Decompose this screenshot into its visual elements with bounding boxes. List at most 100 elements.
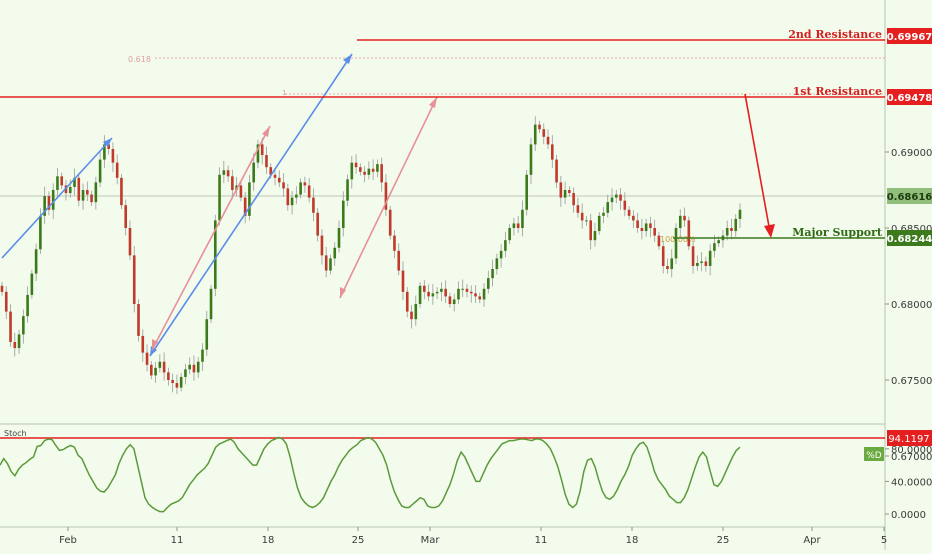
candle-body <box>34 249 38 274</box>
fib-0618-label: 0.618 <box>128 55 151 64</box>
stoch-value-label: 94.1197 <box>888 434 929 445</box>
candle-body <box>56 176 59 190</box>
candle-body <box>188 364 191 370</box>
candle-body <box>239 185 243 198</box>
candle-body <box>218 174 221 221</box>
candle-body <box>657 235 661 247</box>
candle-body <box>196 361 200 373</box>
candle-body <box>542 129 546 137</box>
candle-body <box>393 235 396 251</box>
candle-body <box>269 167 273 175</box>
candle-body <box>529 144 533 175</box>
candle-body <box>525 174 529 210</box>
arrow-head-icon <box>150 346 157 356</box>
candle-body <box>320 235 324 256</box>
candle-body <box>478 296 482 300</box>
candle-body <box>312 197 315 213</box>
candle-body <box>640 228 644 232</box>
time-tick-label: 25 <box>717 535 730 546</box>
candle-body <box>4 291 8 312</box>
candle-body <box>30 273 34 295</box>
time-tick-label: 11 <box>171 535 184 546</box>
candle-body <box>107 144 110 149</box>
candle-body <box>209 288 213 320</box>
candle-body <box>563 190 567 198</box>
candle-body <box>568 190 571 194</box>
first-resistance-label: 1st Resistance <box>793 85 882 98</box>
candle-body <box>448 296 452 304</box>
candle-body <box>290 197 294 206</box>
candle-body <box>469 291 473 294</box>
candle-body <box>593 231 597 241</box>
fib-100-label: 100.00% <box>660 235 696 244</box>
candle-body <box>329 258 332 271</box>
candle-body <box>734 218 738 232</box>
arrow-head-icon <box>103 138 112 147</box>
candle-body <box>307 185 311 198</box>
candle-body <box>167 372 170 380</box>
candle-body <box>704 261 708 266</box>
arrow-head-icon <box>343 54 352 64</box>
candle-body <box>60 176 64 186</box>
candle-body <box>273 174 277 178</box>
price-label-box <box>887 28 932 44</box>
candle-body <box>452 299 456 304</box>
pink-trend-arrows <box>151 96 438 351</box>
candle-body <box>260 144 264 156</box>
candle-body <box>367 168 371 175</box>
candle-body <box>154 367 157 376</box>
candle-body <box>231 176 234 190</box>
candle-body <box>141 335 145 353</box>
blue-arrow-line <box>1 137 113 259</box>
candle-body <box>286 188 290 206</box>
candle-body <box>636 220 639 228</box>
candle-body <box>678 215 682 228</box>
price-label-value: 0.68616 <box>887 192 932 203</box>
candle-body <box>86 190 89 195</box>
candle-body <box>465 288 469 292</box>
candle-body <box>213 220 217 289</box>
candle-body <box>418 285 422 304</box>
candle-body <box>610 197 614 203</box>
candle-body <box>243 197 247 216</box>
stoch-d-line <box>0 436 741 513</box>
candle-body <box>120 177 123 206</box>
candle-body <box>405 291 409 312</box>
candle-body <box>730 228 733 232</box>
candle-body <box>644 223 648 232</box>
candle-body <box>359 167 362 172</box>
candle-body <box>384 182 388 210</box>
candle-body <box>696 262 699 266</box>
candle-body <box>623 200 627 210</box>
candle-body <box>713 243 716 251</box>
time-tick-label: 18 <box>626 535 639 546</box>
candle-body <box>13 342 17 349</box>
candle-body <box>504 240 507 251</box>
arrow-head-icon <box>340 287 346 298</box>
pink-arrow-line <box>151 125 271 351</box>
candle-body <box>687 220 691 247</box>
stoch-title: Stoch <box>4 429 27 438</box>
stoch-value-box <box>887 430 932 446</box>
candle-body <box>81 190 85 201</box>
candle-body <box>94 182 98 203</box>
time-tick-label: 5 <box>881 535 887 546</box>
candle-body <box>546 136 550 145</box>
candle-body <box>22 316 25 335</box>
blue-arrow-line <box>149 53 353 357</box>
candle-body <box>602 212 605 216</box>
candle-body <box>90 194 93 203</box>
candle-body <box>725 228 729 236</box>
candle-body <box>277 177 281 183</box>
candle-body <box>572 193 575 206</box>
candle-body <box>179 376 183 388</box>
candle-body <box>499 250 503 259</box>
candle-body <box>73 177 76 187</box>
price-tick-label: 0.67000 <box>891 452 932 463</box>
price-tick-label: 0.69000 <box>891 148 932 159</box>
price-label-value: 0.69967 <box>887 32 932 43</box>
time-tick-label: Mar <box>421 535 441 546</box>
candle-body <box>103 144 106 160</box>
price-axis: 0.69000 0.68500 0.68000 0.67500 0.67000 <box>885 148 932 463</box>
